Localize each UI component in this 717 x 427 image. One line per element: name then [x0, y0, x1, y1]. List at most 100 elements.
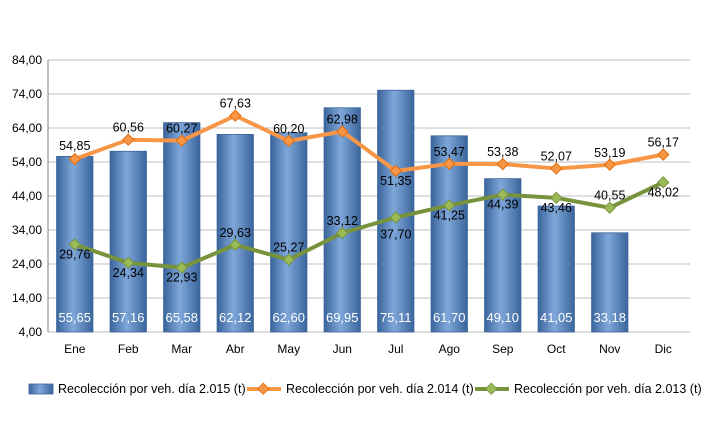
x-tick-label: Mar	[171, 342, 192, 356]
marker-2014	[175, 134, 188, 147]
legend: Recolección por veh. día 2.015 (t) Recol…	[0, 378, 717, 400]
data-labels: 55,65 57,16 65,58 62,12 62,60 69,95 75,11 61,70…	[58, 97, 678, 325]
marker-2014	[229, 109, 242, 122]
marker-2013	[496, 188, 509, 201]
legend-item-2013: Recolección por veh. día 2.013 (t)	[474, 378, 702, 400]
marker-2014	[496, 157, 509, 171]
marker-2013	[657, 176, 670, 189]
x-tick-label: Nov	[599, 342, 620, 356]
point-label-2013: 41,25	[434, 208, 465, 222]
x-tick-label: Ene	[64, 342, 86, 356]
legend-line-swatch-2014	[247, 382, 281, 395]
point-label-2013: 43,46	[541, 201, 572, 215]
bar-Mar	[163, 122, 201, 333]
marker-2014	[336, 125, 349, 138]
marker-2014	[657, 148, 670, 161]
bar-value-label: 62,60	[272, 310, 305, 325]
bar-Sep	[484, 178, 522, 333]
x-tick-label: Jun	[333, 342, 352, 356]
legend-label-2013: Recolección por veh. día 2.013 (t)	[514, 382, 702, 396]
bar-value-label: 55,65	[58, 310, 91, 325]
point-label-2014: 54,85	[59, 139, 90, 153]
y-tick-label: 44,00	[12, 189, 42, 203]
bar-value-label: 57,16	[112, 310, 145, 325]
y-tick-label: 74,00	[12, 87, 42, 101]
bar-Jul	[377, 89, 415, 333]
y-axis: 4,00 14,00 24,00 34,00 44,00 54,00 64,00 74,00 8…	[12, 53, 49, 339]
bar-value-label: 62,12	[219, 310, 252, 325]
bar-value-label: 41,05	[540, 310, 573, 325]
point-label-2013: 29,76	[59, 247, 90, 261]
legend-line-swatch-2013	[475, 382, 509, 395]
x-tick-label: Oct	[547, 342, 566, 356]
marker-2013	[389, 211, 402, 224]
point-label-2013: 33,12	[327, 214, 358, 228]
bars-2015	[56, 89, 629, 333]
bar-value-label: 61,70	[433, 310, 466, 325]
bar-value-label: 65,58	[165, 310, 198, 325]
marker-2014	[122, 133, 135, 146]
marker-2013	[68, 238, 81, 251]
point-label-2014: 56,17	[648, 136, 679, 150]
y-tick-label: 34,00	[12, 223, 42, 237]
legend-item-2014: Recolección por veh. día 2.014 (t)	[246, 378, 474, 400]
y-tick-label: 84,00	[12, 53, 42, 67]
marker-2014	[282, 134, 295, 148]
marker-2013	[122, 256, 135, 270]
marker-2014	[389, 164, 402, 178]
y-tick-label: 4,00	[19, 325, 43, 339]
x-tick-label: Ago	[439, 342, 461, 356]
bar-Abr	[216, 133, 254, 333]
point-label-2013: 24,34	[113, 266, 144, 280]
x-tick-label: Dic	[655, 342, 672, 356]
bar-Feb	[109, 150, 147, 333]
y-tick-label: 24,00	[12, 257, 42, 271]
x-tick-label: Jul	[388, 342, 403, 356]
marker-2013	[443, 199, 456, 212]
bar-Jun	[323, 107, 361, 333]
y-tick-label: 54,00	[12, 155, 42, 169]
point-label-2014: 53,38	[487, 145, 518, 159]
line-2014	[74, 113, 664, 174]
x-tick-label: Feb	[118, 342, 139, 356]
point-label-2014: 67,63	[220, 97, 251, 111]
marker-2013	[550, 191, 563, 205]
marker-2013	[336, 226, 349, 240]
lines	[68, 109, 670, 274]
bar-value-label: 49,10	[486, 310, 519, 325]
bar-value-label: 33,18	[593, 310, 626, 325]
legend-label-2015: Recolección por veh. día 2.015 (t)	[58, 382, 246, 396]
y-tick-label: 64,00	[12, 121, 42, 135]
point-label-2014: 52,07	[541, 150, 572, 164]
bar-Oct	[537, 205, 575, 333]
marker-2013	[175, 261, 188, 274]
point-label-2014: 60,56	[113, 121, 144, 135]
legend-item-2015: Recolección por veh. día 2.015 (t)	[28, 378, 246, 400]
bar-Nov	[591, 232, 629, 333]
x-tick-label: Sep	[492, 342, 514, 356]
point-label-2014: 53,19	[594, 146, 625, 160]
marker-2013	[282, 253, 295, 266]
point-label-2013: 48,02	[648, 185, 679, 199]
x-tick-label: May	[277, 342, 300, 356]
point-label-2014: 53,47	[434, 145, 465, 159]
point-label-2014: 62,98	[327, 112, 358, 126]
marker-2014	[550, 162, 563, 175]
marker-2013	[603, 201, 616, 214]
point-label-2014: 60,27	[166, 122, 197, 136]
marker-2014	[443, 157, 456, 171]
point-label-2013: 40,55	[594, 189, 625, 203]
line-2013	[74, 180, 665, 270]
legend-bar-swatch	[28, 383, 54, 395]
bar-value-label: 75,11	[380, 310, 412, 325]
x-tick-label: Abr	[226, 342, 245, 356]
point-label-2014: 51,35	[380, 174, 411, 188]
bar-May	[270, 132, 308, 333]
marker-2014	[603, 158, 616, 171]
point-label-2013: 22,93	[166, 271, 197, 285]
marker-2014	[68, 152, 81, 166]
x-axis: Ene Feb Mar Abr May Jun Jul Ago Sep Oct Nov Dic	[64, 342, 672, 356]
legend-label-2014: Recolección por veh. día 2.014 (t)	[286, 382, 474, 396]
y-tick-label: 14,00	[12, 291, 42, 305]
